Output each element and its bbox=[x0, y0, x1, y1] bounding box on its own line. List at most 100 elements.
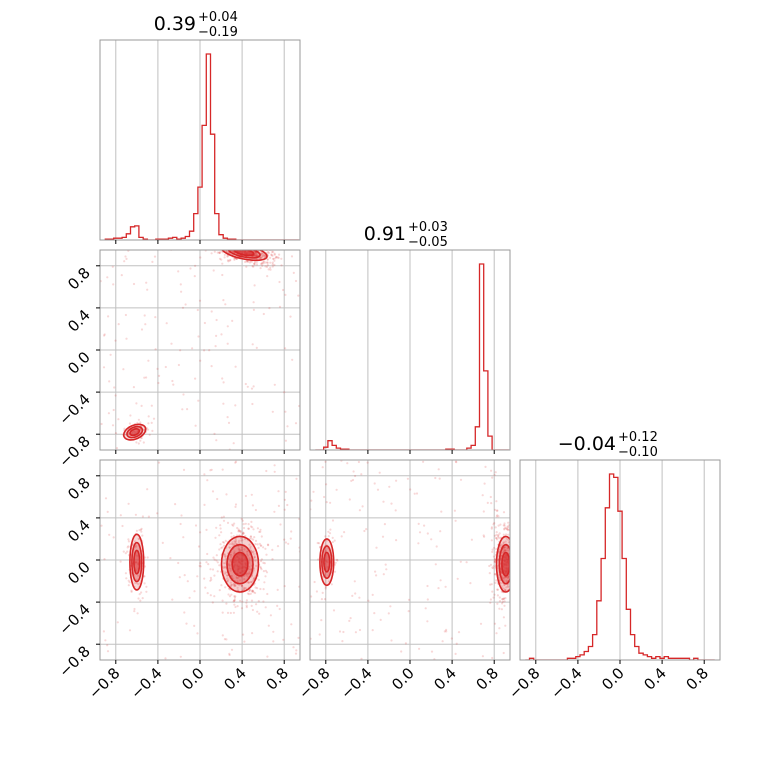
sample-point bbox=[129, 414, 132, 417]
sample-point bbox=[261, 264, 264, 267]
sample-point bbox=[247, 523, 250, 526]
sample-point bbox=[224, 539, 227, 543]
sample-point bbox=[231, 541, 234, 544]
sample-point bbox=[267, 250, 270, 254]
sample-point bbox=[251, 247, 253, 249]
sample-point bbox=[253, 536, 256, 539]
sample-point bbox=[244, 382, 247, 386]
sample-point bbox=[213, 250, 216, 253]
sample-point bbox=[207, 563, 210, 566]
x-tick-label: 0.4 bbox=[430, 664, 460, 694]
sample-point bbox=[246, 573, 249, 576]
sample-point bbox=[206, 552, 209, 556]
sample-point bbox=[239, 245, 241, 247]
sample-point bbox=[125, 257, 128, 260]
sample-point bbox=[516, 553, 518, 555]
sample-point bbox=[395, 539, 398, 542]
sample-point bbox=[249, 592, 252, 595]
sample-point bbox=[266, 261, 269, 264]
sample-point bbox=[234, 583, 237, 586]
sample-point bbox=[511, 565, 513, 567]
sample-point bbox=[327, 561, 330, 564]
sample-point bbox=[407, 610, 410, 613]
sample-point bbox=[263, 253, 266, 256]
sample-point bbox=[218, 534, 221, 537]
sample-point bbox=[265, 469, 268, 473]
sample-point bbox=[234, 461, 237, 464]
sample-point bbox=[503, 548, 506, 552]
sample-point bbox=[245, 599, 248, 602]
sample-point bbox=[106, 510, 109, 513]
sample-point bbox=[505, 549, 508, 552]
sample-point bbox=[235, 540, 238, 543]
sample-point bbox=[510, 606, 512, 608]
sample-point bbox=[246, 245, 248, 247]
sample-point bbox=[234, 503, 238, 506]
sample-point bbox=[252, 550, 255, 553]
sample-point bbox=[503, 524, 506, 527]
sample-point bbox=[426, 620, 429, 623]
sample-point bbox=[506, 528, 509, 531]
sample-point bbox=[247, 575, 250, 578]
sample-point bbox=[441, 640, 444, 643]
sample-point bbox=[262, 312, 265, 316]
sample-point bbox=[248, 243, 250, 245]
sample-point bbox=[390, 639, 393, 642]
sample-point bbox=[257, 546, 260, 550]
sample-point bbox=[222, 381, 225, 384]
sample-point bbox=[194, 377, 197, 380]
sample-point bbox=[517, 570, 519, 572]
sample-point bbox=[199, 359, 202, 362]
sample-point bbox=[512, 551, 514, 553]
sample-point bbox=[125, 337, 128, 340]
sample-point bbox=[164, 657, 167, 660]
sample-point bbox=[376, 488, 380, 491]
sample-point bbox=[240, 517, 243, 521]
sample-point bbox=[215, 526, 218, 529]
sample-point bbox=[223, 242, 225, 244]
sample-point bbox=[247, 581, 250, 584]
sample-point bbox=[246, 247, 248, 249]
sample-point bbox=[510, 548, 512, 550]
sample-point bbox=[495, 533, 498, 537]
sample-point bbox=[490, 469, 493, 472]
sample-point bbox=[220, 547, 223, 550]
sample-point bbox=[219, 527, 222, 530]
sample-point bbox=[104, 497, 108, 500]
sample-point bbox=[244, 522, 247, 525]
sample-point bbox=[179, 522, 182, 526]
sample-point bbox=[514, 571, 516, 573]
sample-point bbox=[244, 242, 246, 244]
sample-point bbox=[216, 570, 219, 573]
sample-point bbox=[248, 590, 251, 593]
sample-point bbox=[282, 288, 285, 292]
sample-point bbox=[260, 568, 263, 571]
sample-point bbox=[233, 598, 236, 601]
x-tick-label: 0.4 bbox=[220, 664, 250, 694]
sample-point bbox=[505, 537, 508, 540]
sample-point bbox=[220, 516, 223, 519]
sample-point bbox=[409, 488, 412, 491]
sample-point bbox=[226, 255, 229, 258]
sample-point bbox=[277, 256, 280, 259]
sample-point bbox=[353, 580, 356, 583]
sample-point bbox=[228, 564, 231, 567]
sample-point bbox=[241, 246, 243, 248]
sample-point bbox=[246, 553, 249, 556]
sample-point bbox=[507, 524, 510, 527]
sample-point bbox=[233, 522, 236, 525]
sample-point bbox=[503, 528, 506, 531]
sample-point bbox=[137, 574, 140, 577]
sample-point bbox=[182, 468, 186, 471]
sample-point bbox=[233, 599, 236, 602]
sample-point bbox=[381, 535, 385, 538]
contour-level bbox=[133, 549, 141, 575]
sample-point bbox=[502, 524, 505, 527]
sample-point bbox=[276, 256, 279, 259]
sample-point bbox=[492, 523, 495, 526]
sample-point bbox=[246, 245, 248, 247]
sample-point bbox=[233, 584, 236, 587]
sample-point bbox=[266, 543, 270, 546]
sample-point bbox=[507, 529, 510, 532]
sample-point bbox=[511, 508, 513, 510]
